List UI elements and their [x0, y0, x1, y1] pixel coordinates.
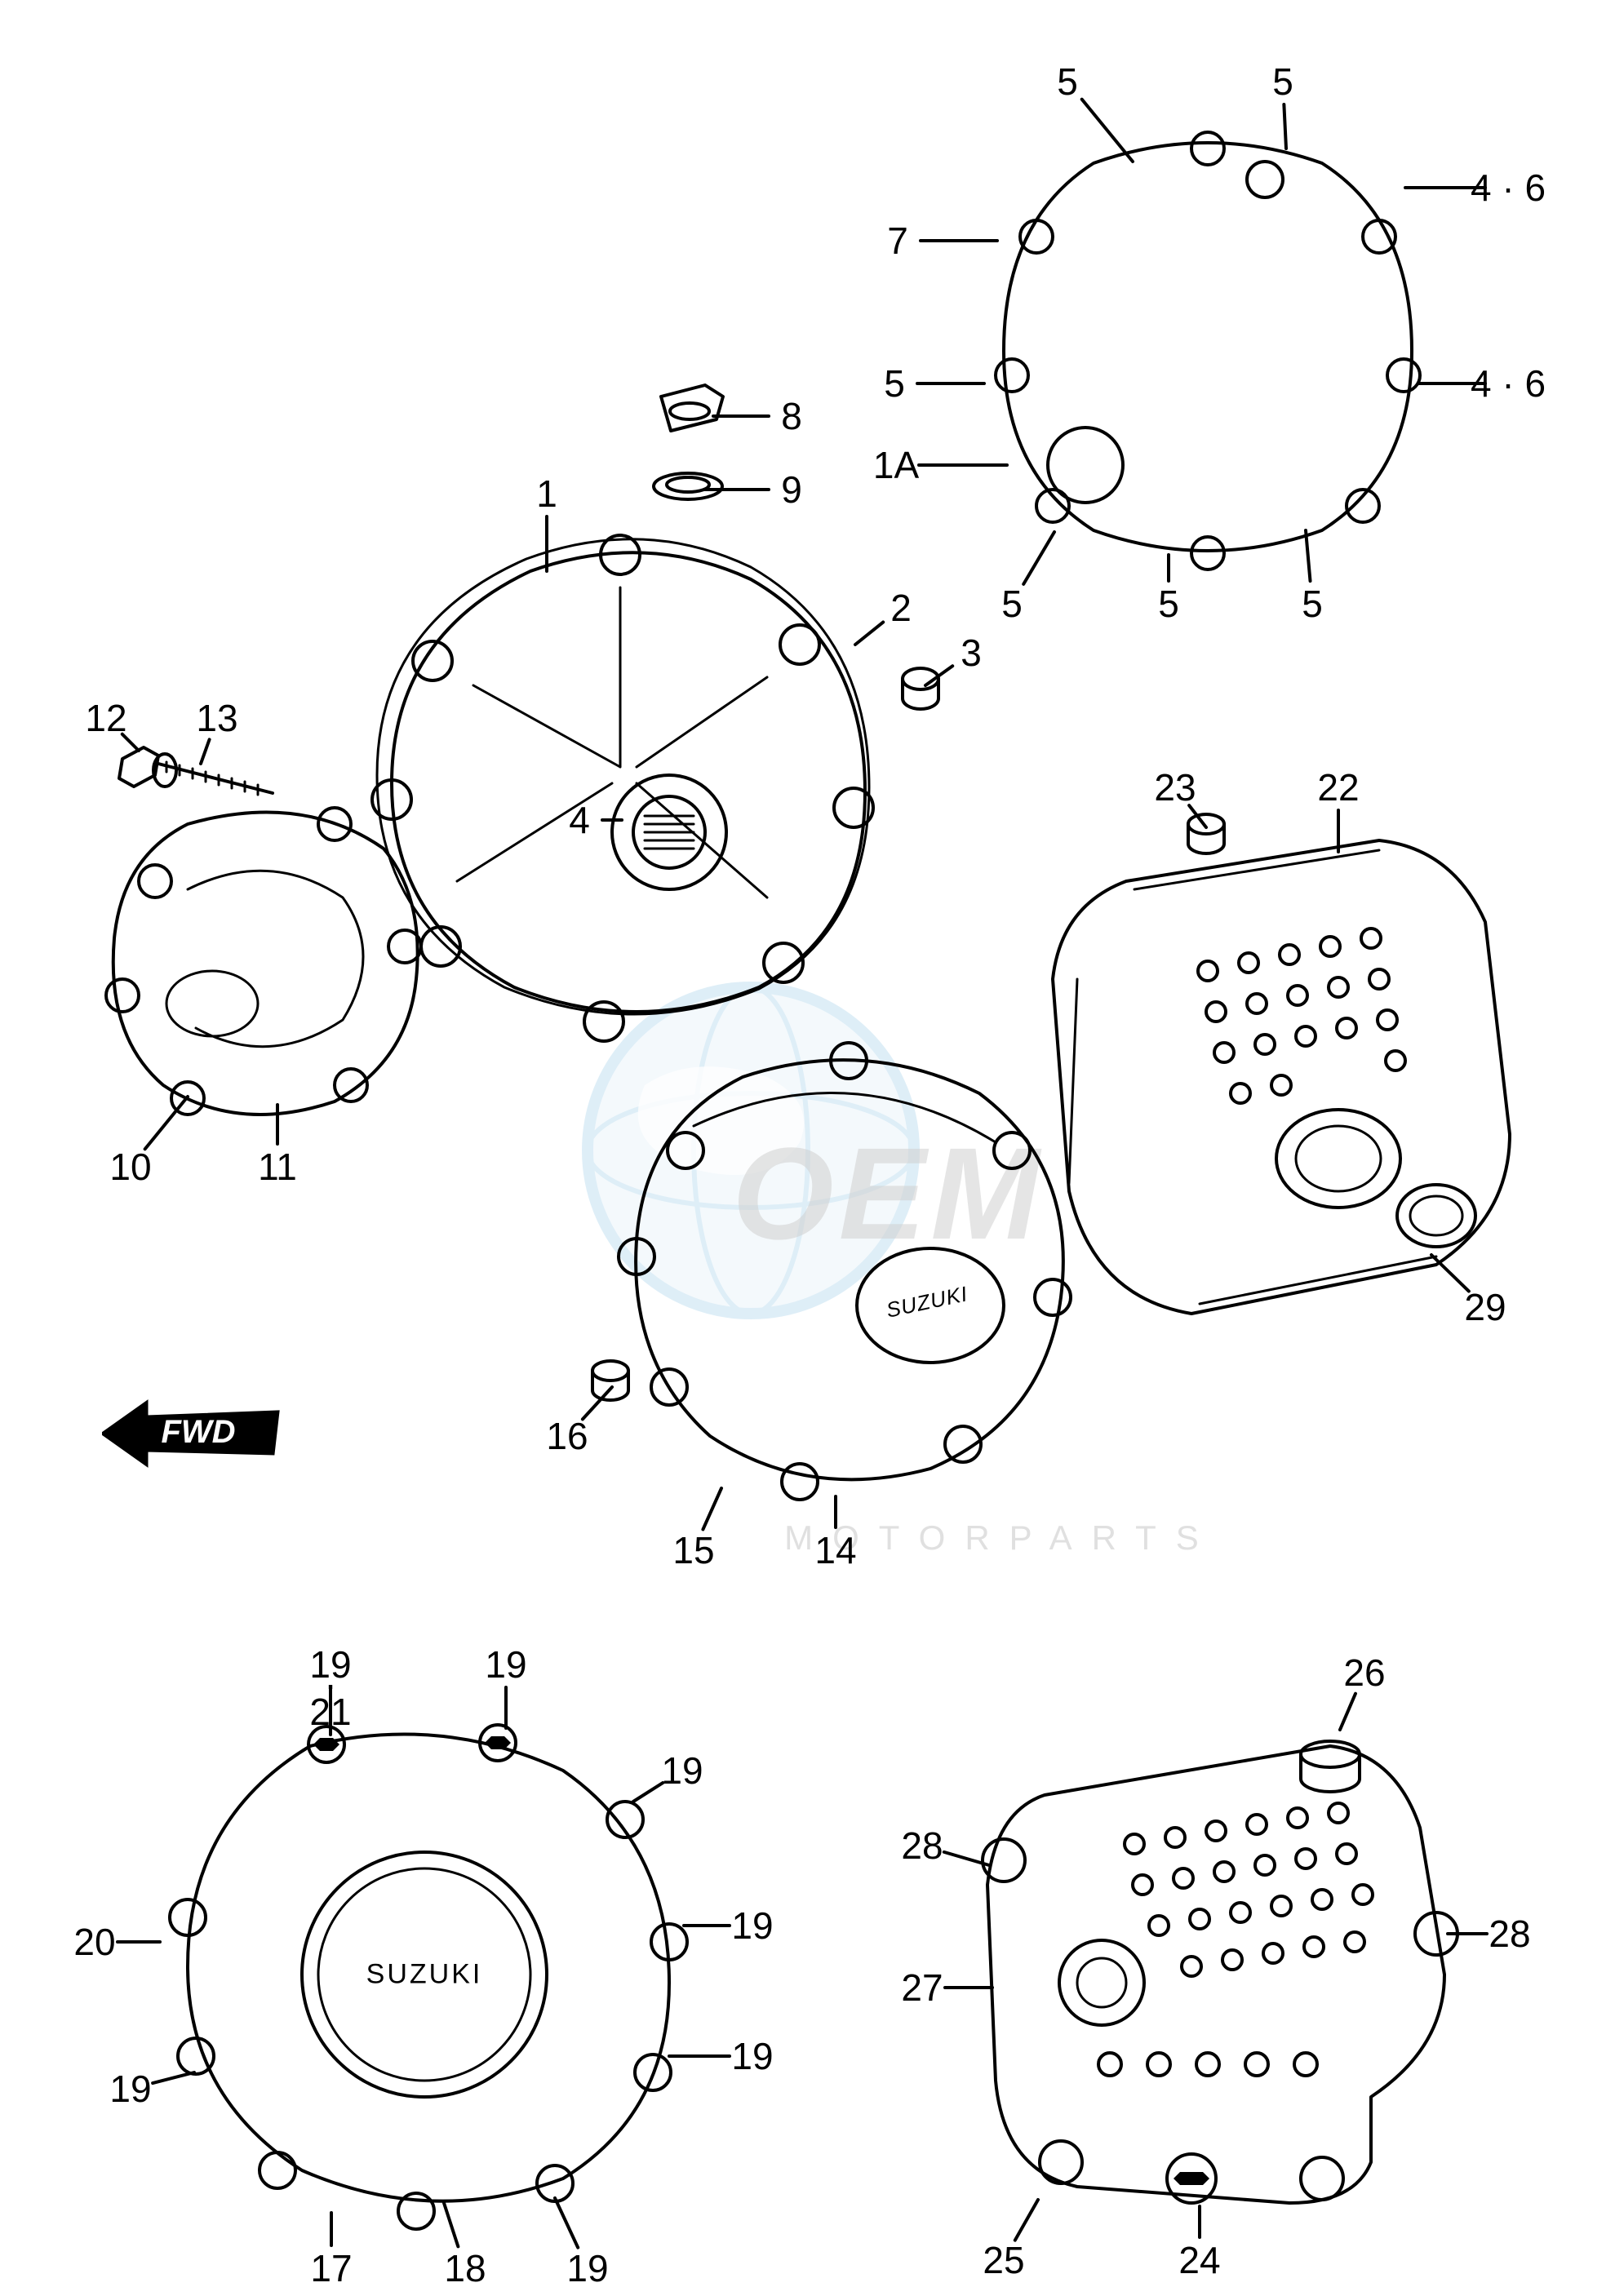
- leader-c19g: [555, 2198, 578, 2248]
- callout-c5b: 5: [1272, 60, 1293, 104]
- callout-c19c: 19: [661, 1749, 703, 1793]
- callout-c10: 10: [109, 1145, 151, 1189]
- callout-c15: 15: [672, 1528, 714, 1572]
- leader-c26: [1340, 1694, 1355, 1730]
- callout-c19f: 19: [109, 2067, 151, 2111]
- leader-c5d: [1023, 532, 1054, 584]
- callout-c19b: 19: [485, 1642, 526, 1687]
- callout-c19d: 19: [731, 1904, 773, 1948]
- leader-c5a: [1082, 100, 1133, 162]
- callout-c14: 14: [814, 1528, 856, 1572]
- callout-c22: 22: [1317, 765, 1359, 809]
- leader-c25: [1015, 2200, 1038, 2241]
- callout-c19e: 19: [731, 2034, 773, 2078]
- leader-c19c: [633, 1783, 663, 1802]
- leader-c19f: [153, 2072, 194, 2083]
- callout-c5d: 5: [1001, 582, 1023, 626]
- callout-c24: 24: [1178, 2238, 1220, 2282]
- callout-c13: 13: [196, 696, 237, 740]
- leader-c29: [1431, 1255, 1469, 1292]
- leader-c15: [703, 1488, 721, 1529]
- callout-c28a: 28: [901, 1824, 943, 1868]
- callout-c8: 8: [781, 394, 802, 438]
- callout-c16: 16: [546, 1414, 588, 1458]
- callout-c1: 1: [536, 472, 557, 516]
- leader-c13: [201, 739, 210, 764]
- leader-c2: [855, 623, 883, 645]
- leader-c5f: [1306, 530, 1311, 581]
- callout-c2: 2: [890, 586, 912, 630]
- leader-lines: [0, 0, 1615, 2296]
- callout-c4: 4: [569, 798, 590, 842]
- callout-c7: 7: [887, 219, 908, 263]
- callout-c9: 9: [781, 468, 802, 512]
- callout-c46a: 4 · 6: [1471, 166, 1546, 210]
- callout-c27: 27: [901, 1966, 943, 2010]
- callout-c5f: 5: [1302, 582, 1323, 626]
- callout-c5e: 5: [1158, 582, 1179, 626]
- leader-c28a: [944, 1852, 989, 1865]
- callout-c46b: 4 · 6: [1471, 361, 1546, 406]
- callout-c1A: 1A: [873, 443, 919, 487]
- callout-c19g: 19: [566, 2246, 608, 2290]
- callout-c23: 23: [1154, 765, 1196, 809]
- callout-c_dot: ·: [324, 1662, 336, 1706]
- callout-c28b: 28: [1489, 1912, 1530, 1956]
- diagram-canvas: OEM MOTORPARTS: [0, 0, 1615, 2296]
- callout-c5a: 5: [1057, 60, 1078, 104]
- leader-c10: [145, 1097, 188, 1149]
- leader-c3: [925, 666, 952, 685]
- callout-c3: 3: [961, 631, 982, 675]
- leader-c18: [444, 2203, 458, 2246]
- callout-c26: 26: [1343, 1651, 1385, 1695]
- callout-c12: 12: [85, 696, 126, 740]
- callout-c20: 20: [73, 1920, 115, 1964]
- callout-c11: 11: [258, 1145, 297, 1189]
- callout-c17: 17: [310, 2246, 352, 2290]
- callout-c29: 29: [1464, 1285, 1506, 1329]
- leader-c5b: [1284, 104, 1286, 148]
- callout-c5c: 5: [884, 361, 905, 406]
- callout-c25: 25: [983, 2238, 1024, 2282]
- callout-c18: 18: [444, 2246, 486, 2290]
